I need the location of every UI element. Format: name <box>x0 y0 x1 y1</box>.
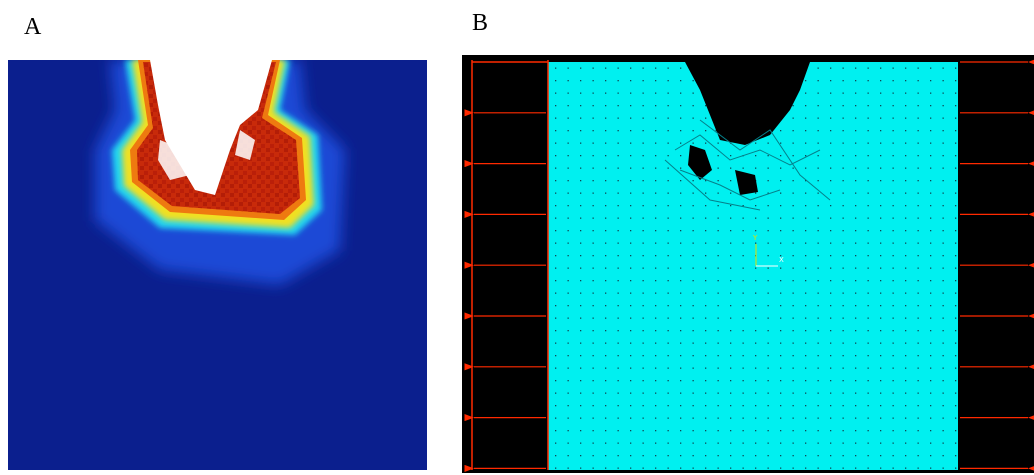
panel-label: A <box>24 14 42 40</box>
axis-label: Y <box>752 234 758 242</box>
heatmap-panel <box>8 60 427 470</box>
crack-notch <box>685 62 810 145</box>
white-patch <box>158 130 255 180</box>
damage-patch <box>688 128 758 195</box>
load-arrows <box>464 58 1034 472</box>
axis-label: X <box>779 256 784 264</box>
panel-label: B <box>472 10 488 36</box>
simulation-panel: Y X <box>462 55 1034 473</box>
mesh-lines <box>664 119 831 211</box>
